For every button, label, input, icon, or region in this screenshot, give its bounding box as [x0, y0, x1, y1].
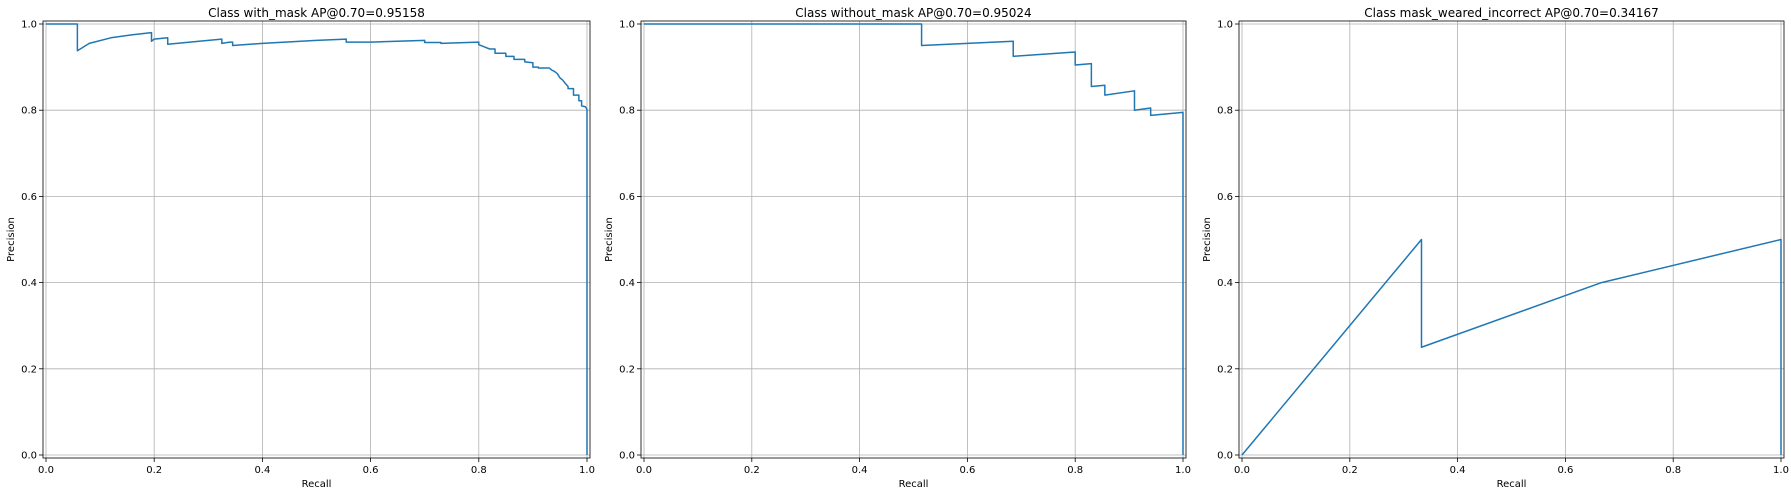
plot-area — [641, 21, 1186, 458]
y-tick-label: 0.0 — [619, 451, 635, 462]
x-tick-label: 0.6 — [363, 465, 379, 476]
axes-frame — [640, 20, 1187, 459]
y-tick-label: 0.2 — [619, 364, 635, 375]
x-tick-label: 0.4 — [1450, 465, 1466, 476]
x-axis-label: Recall — [302, 479, 332, 490]
x-tick-label: 0.6 — [1557, 465, 1573, 476]
x-tick-label: 0.4 — [254, 465, 270, 476]
x-tick-label: 0.2 — [744, 465, 760, 476]
x-tick-label: 0.4 — [852, 465, 868, 476]
x-axis-label: Recall — [1497, 479, 1527, 490]
y-tick-label: 1.0 — [21, 20, 37, 31]
chart-title: Class with_mask AP@0.70=0.95158 — [208, 6, 425, 20]
precision-recall-curve — [1241, 238, 1782, 456]
x-tick-label: 0.2 — [146, 465, 162, 476]
x-tick-label: 0.2 — [1342, 465, 1358, 476]
y-tick-label: 0.2 — [1217, 364, 1233, 375]
axes-frame — [42, 20, 591, 459]
x-tick-label: 1.0 — [1175, 465, 1191, 476]
x-tick-label: 0.0 — [38, 465, 54, 476]
y-tick-label: 0.8 — [1217, 106, 1233, 117]
chart-title: Class without_mask AP@0.70=0.95024 — [795, 6, 1031, 20]
y-tick-label: 1.0 — [619, 20, 635, 31]
y-tick-label: 0.0 — [1217, 451, 1233, 462]
y-tick-label: 0.0 — [21, 451, 37, 462]
x-tick-label: 1.0 — [1773, 465, 1789, 476]
x-tick-label: 0.8 — [1665, 465, 1681, 476]
chart-panel-1: 0.0 0.2 0.4 0.6 0.8 1.0 0.0 0.2 0.4 0.6 0.8 1.0 Clas… — [6, 6, 595, 490]
y-tick-label: 1.0 — [1217, 20, 1233, 31]
y-axis-label: Precision — [1202, 217, 1213, 262]
plot-area — [43, 21, 590, 458]
plot-area — [1239, 21, 1784, 458]
x-axis-label: Recall — [899, 479, 929, 490]
precision-recall-curve — [46, 23, 588, 455]
y-tick-label: 0.6 — [1217, 192, 1233, 203]
y-tick-label: 0.4 — [1217, 278, 1233, 289]
x-tick-label: 0.8 — [1067, 465, 1083, 476]
x-tick-label: 0.8 — [471, 465, 487, 476]
x-tick-label: 1.0 — [579, 465, 595, 476]
x-tick-label: 0.0 — [636, 465, 652, 476]
y-tick-label: 0.4 — [619, 278, 635, 289]
y-axis-label: Precision — [6, 217, 17, 262]
y-tick-label: 0.6 — [21, 192, 37, 203]
y-tick-label: 0.2 — [21, 364, 37, 375]
y-tick-label: 0.6 — [619, 192, 635, 203]
x-tick-label: 0.6 — [959, 465, 975, 476]
axes-frame — [1238, 20, 1785, 459]
precision-recall-curve — [644, 23, 1184, 455]
y-tick-label: 0.4 — [21, 278, 37, 289]
chart-title: Class mask_weared_incorrect AP@0.70=0.34… — [1364, 6, 1658, 20]
y-tick-label: 0.8 — [619, 106, 635, 117]
y-axis-label: Precision — [604, 217, 615, 262]
x-tick-label: 0.0 — [1234, 465, 1250, 476]
chart-panel-2: 0.0 0.2 0.4 0.6 0.8 1.0 0.0 0.2 0.4 0.6 0.8 1.0 Clas… — [604, 6, 1191, 490]
chart-panel-3: 0.0 0.2 0.4 0.6 0.8 1.0 0.0 0.2 0.4 0.6 0.8 1.0 Clas… — [1202, 6, 1789, 490]
y-tick-label: 0.8 — [21, 106, 37, 117]
